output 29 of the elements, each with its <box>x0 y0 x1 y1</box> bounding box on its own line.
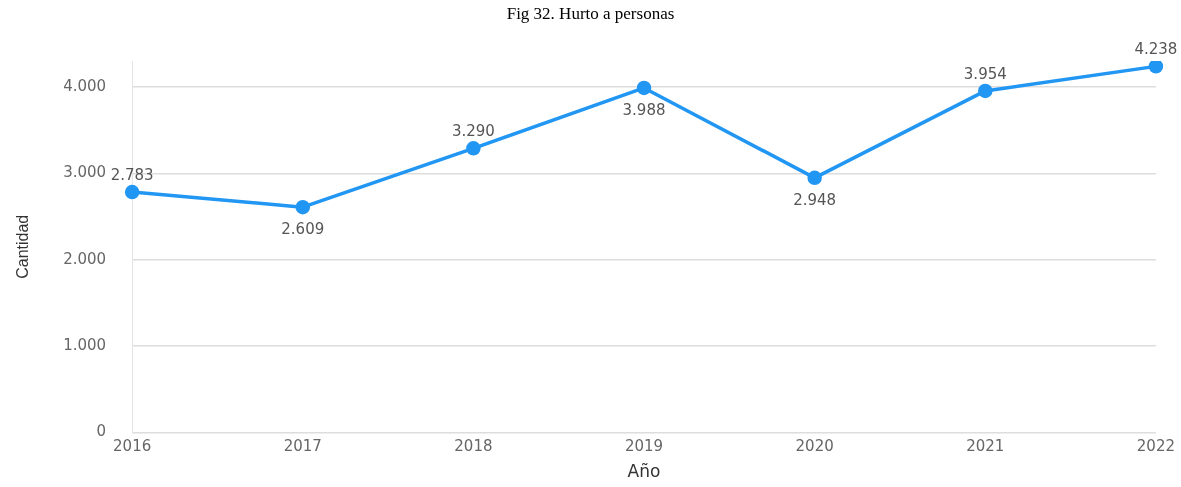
y-axis-title: Cantidad <box>14 214 32 279</box>
x-tick-label: 2018 <box>454 437 493 456</box>
y-tick-label: 1.000 <box>63 336 107 355</box>
data-label: 2.948 <box>793 190 837 209</box>
x-axis-title: Año <box>627 461 661 482</box>
point <box>466 141 481 156</box>
point <box>124 184 140 200</box>
x-tick-label: 2022 <box>1136 437 1176 456</box>
data-label: 2.783 <box>110 166 154 185</box>
data-label: 4.238 <box>1134 40 1178 59</box>
data-label: 3.954 <box>963 64 1007 83</box>
y-tick-label: 0 <box>96 422 107 441</box>
point <box>807 170 822 186</box>
chart-title: Fig 32. Hurto a personas <box>505 3 676 25</box>
point <box>636 80 652 96</box>
point <box>295 199 311 215</box>
y-tick-label: 3.000 <box>63 163 107 182</box>
x-tick-label: 2016 <box>113 437 152 456</box>
x-tick-label: 2017 <box>283 437 322 456</box>
y-tick-label: 4.000 <box>63 76 107 95</box>
data-label: 2.609 <box>281 220 325 239</box>
x-tick-label: 2019 <box>624 437 664 456</box>
x-tick-label: 2020 <box>795 437 834 456</box>
data-label: 3.988 <box>622 100 666 119</box>
data-label: 3.290 <box>451 122 495 141</box>
point <box>1148 61 1164 74</box>
x-tick-label: 2021 <box>966 437 1005 456</box>
y-tick-label: 2.000 <box>63 249 107 268</box>
point <box>978 83 993 99</box>
